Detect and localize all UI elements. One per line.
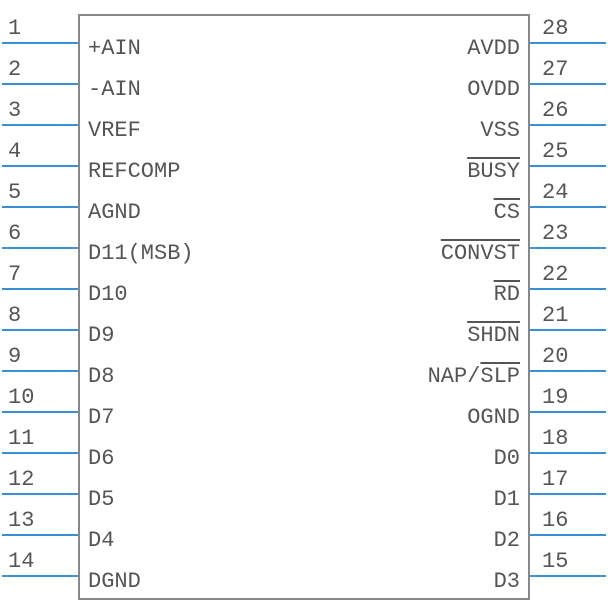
pin-lead-line: [2, 247, 78, 249]
pin-label: AGND: [88, 200, 141, 225]
pin-lead-line: [2, 575, 78, 577]
pin-label: D10: [88, 282, 128, 307]
pin-label: D8: [88, 364, 114, 389]
pin-lead-line: [530, 124, 606, 126]
pin-number: 4: [8, 139, 21, 164]
pin-label: VSS: [480, 118, 520, 143]
pin-label: BUSY: [467, 159, 520, 184]
pin-number: 11: [8, 426, 34, 451]
pin-lead-line: [530, 411, 606, 413]
pin-label: VREF: [88, 118, 141, 143]
pin-label: D9: [88, 323, 114, 348]
pin-lead-line: [2, 165, 78, 167]
pin-lead-line: [530, 83, 606, 85]
pin-number: 16: [542, 508, 568, 533]
pin-number: 17: [542, 467, 568, 492]
pin-lead-line: [2, 83, 78, 85]
pin-number: 5: [8, 180, 21, 205]
pin-number: 24: [542, 180, 568, 205]
pin-lead-line: [2, 329, 78, 331]
pin-lead-line: [2, 411, 78, 413]
pin-lead-line: [530, 247, 606, 249]
pin-number: 26: [542, 98, 568, 123]
pin-number: 28: [542, 16, 568, 41]
pin-number: 20: [542, 344, 568, 369]
pin-lead-line: [530, 288, 606, 290]
pin-number: 18: [542, 426, 568, 451]
pin-lead-line: [530, 534, 606, 536]
pin-number: 7: [8, 262, 21, 287]
pin-number: 21: [542, 303, 568, 328]
pin-number: 27: [542, 57, 568, 82]
pin-number: 9: [8, 344, 21, 369]
pin-number: 6: [8, 221, 21, 246]
pin-lead-line: [2, 124, 78, 126]
pin-lead-line: [530, 493, 606, 495]
pin-number: 2: [8, 57, 21, 82]
pin-label: AVDD: [467, 36, 520, 61]
pin-label: CONVST: [441, 241, 520, 266]
pin-number: 15: [542, 549, 568, 574]
pin-label: D7: [88, 405, 114, 430]
pin-number: 3: [8, 98, 21, 123]
chip-pinout-diagram: 1 +AIN 2 -AIN 3 VREF 4 REFCOMP 5 AGND 6 D11(MSB) 7 D1…: [0, 0, 608, 612]
pin-label: NAP/SLP: [428, 364, 520, 389]
pin-label: REFCOMP: [88, 159, 180, 184]
pin-lead-line: [2, 534, 78, 536]
pin-label: D5: [88, 487, 114, 512]
pin-label: SHDN: [467, 323, 520, 348]
pin-number: 25: [542, 139, 568, 164]
pin-lead-line: [2, 370, 78, 372]
pin-label: RD: [494, 282, 520, 307]
pin-label: D6: [88, 446, 114, 471]
pin-number: 19: [542, 385, 568, 410]
pin-label: CS: [494, 200, 520, 225]
pin-lead-line: [530, 370, 606, 372]
chip-body-outline: [78, 14, 530, 600]
pin-lead-line: [530, 42, 606, 44]
pin-label: OVDD: [467, 77, 520, 102]
pin-lead-line: [530, 329, 606, 331]
pin-label: D2: [494, 528, 520, 553]
pin-number: 13: [8, 508, 34, 533]
pin-lead-line: [530, 206, 606, 208]
pin-number: 14: [8, 549, 34, 574]
pin-label: D3: [494, 569, 520, 594]
pin-lead-line: [2, 206, 78, 208]
pin-lead-line: [2, 452, 78, 454]
pin-label: D0: [494, 446, 520, 471]
pin-label: DGND: [88, 569, 141, 594]
pin-number: 22: [542, 262, 568, 287]
pin-number: 8: [8, 303, 21, 328]
pin-label: OGND: [467, 405, 520, 430]
pin-lead-line: [2, 493, 78, 495]
pin-lead-line: [2, 42, 78, 44]
pin-lead-line: [530, 575, 606, 577]
pin-number: 1: [8, 16, 21, 41]
pin-label: +AIN: [88, 36, 141, 61]
pin-number: 12: [8, 467, 34, 492]
pin-number: 23: [542, 221, 568, 246]
pin-lead-line: [2, 288, 78, 290]
pin-label: D1: [494, 487, 520, 512]
pin-label: D11(MSB): [88, 241, 194, 266]
pin-label: -AIN: [88, 77, 141, 102]
pin-number: 10: [8, 385, 34, 410]
pin-label: D4: [88, 528, 114, 553]
pin-lead-line: [530, 452, 606, 454]
pin-lead-line: [530, 165, 606, 167]
